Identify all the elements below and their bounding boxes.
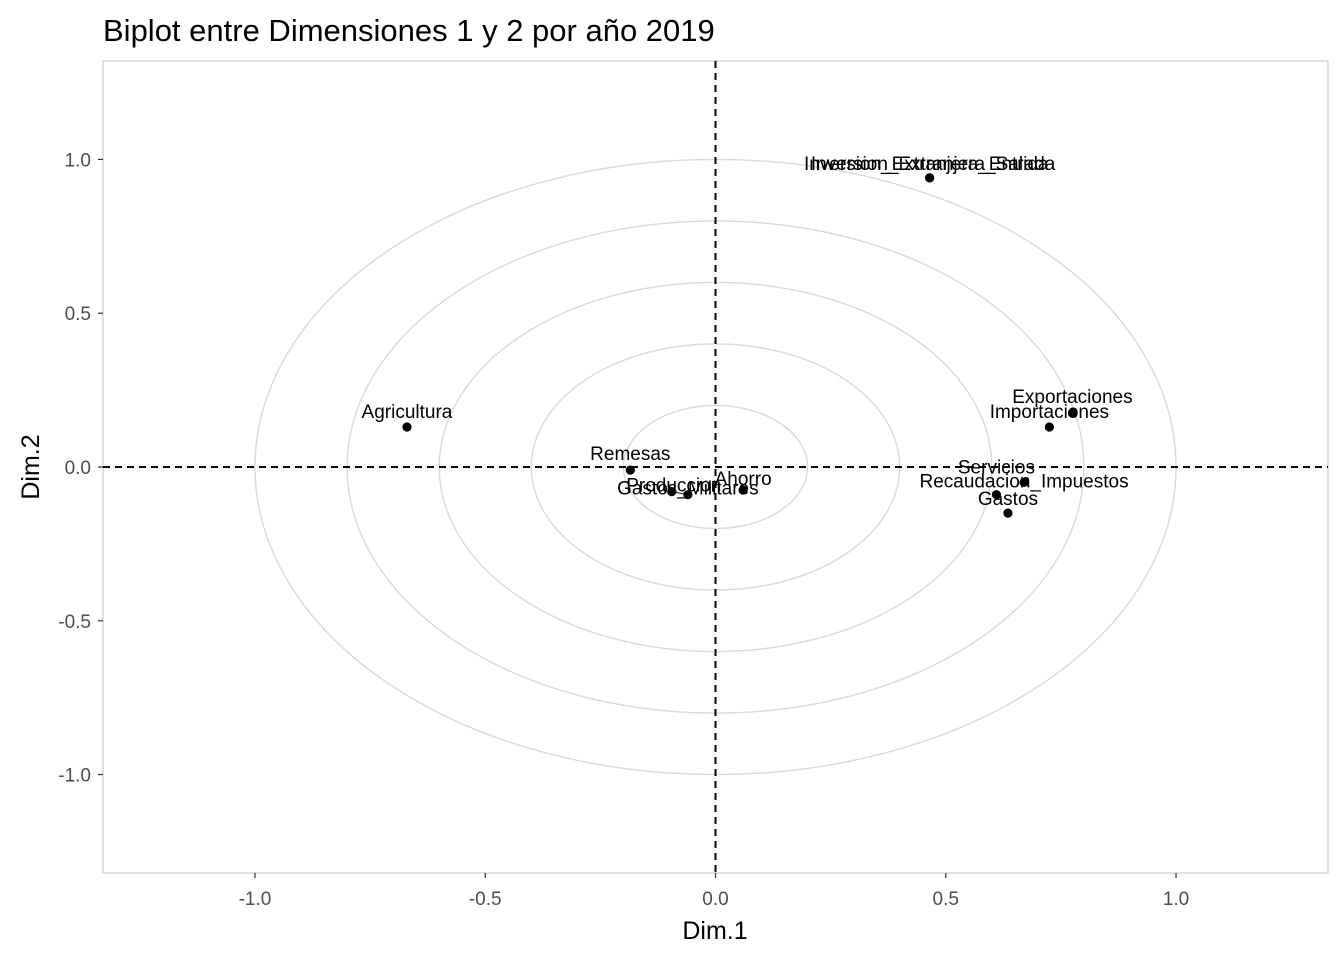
data-point — [683, 490, 693, 500]
point-label: Inversion_Extranjera_Salida — [811, 154, 1049, 175]
data-point — [1003, 508, 1013, 518]
y-tick-label: 0.5 — [65, 304, 91, 325]
data-point — [925, 173, 935, 183]
x-tick-label: 1.0 — [1163, 889, 1189, 910]
y-tick-label: -1.0 — [58, 766, 91, 787]
data-point — [1067, 408, 1078, 418]
point-label: Exportaciones — [1012, 387, 1132, 408]
y-tick-label: 0.0 — [65, 458, 91, 479]
x-tick-label: 0.0 — [702, 889, 728, 910]
point-label: Remesas — [590, 444, 670, 465]
data-point — [1019, 477, 1029, 487]
y-tick-label: -0.5 — [58, 612, 91, 633]
point-label: Agricultura — [362, 402, 453, 423]
x-tick-label: -0.5 — [469, 889, 502, 910]
y-axis-title: Dim.2 — [17, 434, 45, 499]
data-point — [402, 422, 412, 432]
data-point — [1044, 422, 1054, 432]
data-point — [738, 485, 748, 495]
data-point — [667, 487, 677, 497]
point-label: Produccion — [626, 476, 721, 497]
point-label: Ahorro — [715, 469, 772, 490]
x-tick-label: 0.5 — [933, 889, 959, 910]
point-label: Importaciones — [990, 402, 1109, 423]
y-tick-label: 1.0 — [65, 150, 91, 171]
data-point — [991, 490, 1002, 500]
point-label: Gastos_Militares — [617, 479, 759, 500]
x-tick-label: -1.0 — [239, 889, 272, 910]
point-label: Recaudacion_Impuestos — [919, 471, 1128, 492]
x-axis-title: Dim.1 — [682, 917, 747, 945]
point-label: Inversion_Extranjera_Entrada — [804, 154, 1056, 175]
chart-title: Biplot entre Dimensiones 1 y 2 por año 2… — [103, 13, 715, 48]
plot-panel: -1.0 -0.5 0.0 0.5 1.0 -1.0 -0.5 0.0 0.5 1.0 Invers… — [58, 60, 1329, 910]
data-point — [625, 465, 635, 475]
point-label: Gastos — [978, 489, 1038, 510]
point-label: Servicios — [958, 458, 1035, 479]
